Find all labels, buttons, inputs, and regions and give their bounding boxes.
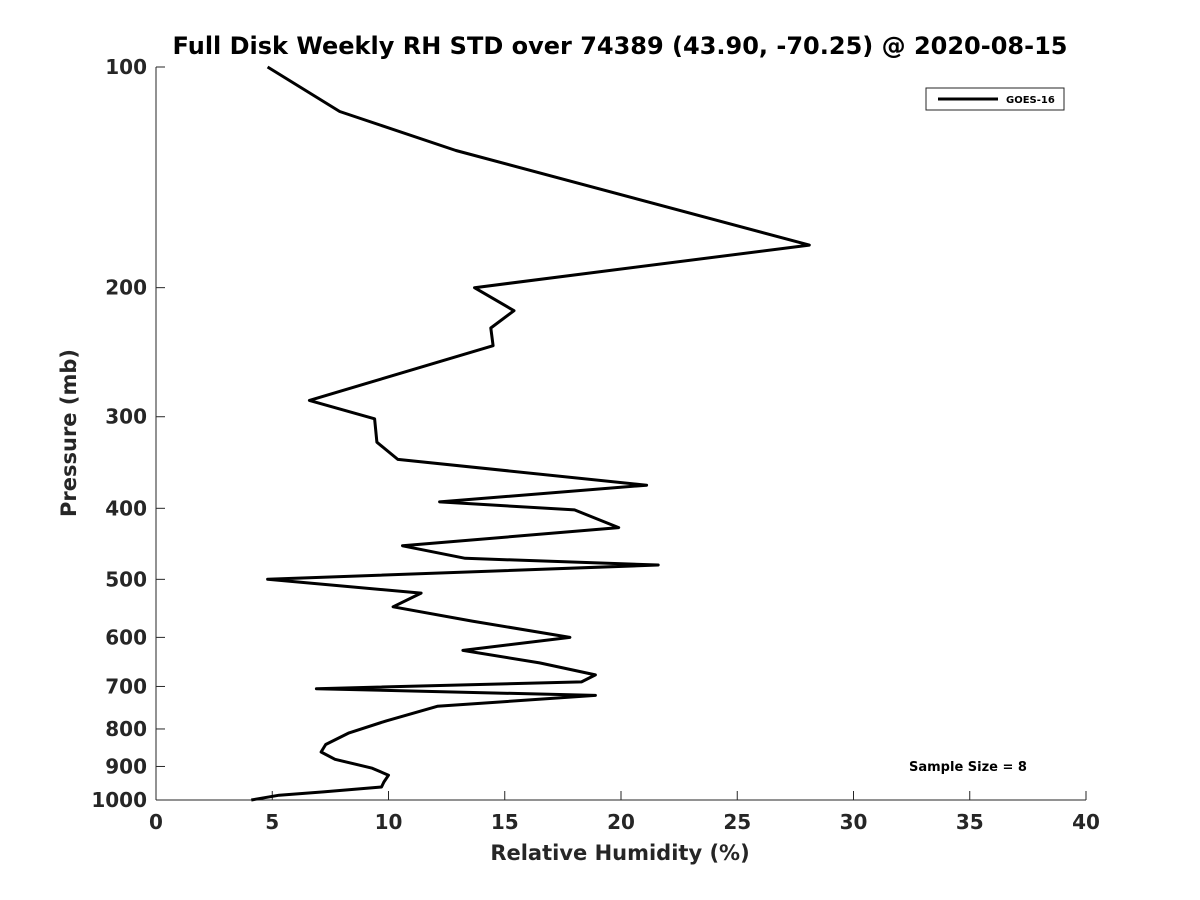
- y-tick-label: 800: [105, 717, 147, 741]
- x-tick-label: 5: [265, 810, 279, 834]
- y-tick-label: 400: [105, 496, 147, 520]
- x-tick-label: 25: [723, 810, 751, 834]
- y-tick-label: 500: [105, 567, 147, 591]
- chart-title: Full Disk Weekly RH STD over 74389 (43.9…: [173, 32, 1068, 60]
- x-tick-label: 30: [840, 810, 868, 834]
- x-axis-label: Relative Humidity (%): [490, 841, 749, 865]
- legend: GOES-16: [925, 87, 1065, 111]
- y-axis-label: Pressure (mb): [57, 349, 81, 517]
- x-tick-label: 35: [956, 810, 984, 834]
- x-axis-ticks: 0 5 10 15 20 25 30 35 40: [149, 791, 1100, 834]
- series-layer: [251, 65, 811, 802]
- x-tick-label: 15: [491, 810, 519, 834]
- y-axis-ticks: 100 200 300 400 500 600 700 800 900 1000: [91, 55, 165, 812]
- y-tick-label: 1000: [91, 788, 147, 812]
- y-tick-label: 600: [105, 625, 147, 649]
- x-tick-label: 10: [375, 810, 403, 834]
- y-tick-label: 200: [105, 276, 147, 300]
- x-tick-label: 40: [1072, 810, 1100, 834]
- x-tick-label: 20: [607, 810, 635, 834]
- series-line-goes-16: [251, 65, 811, 802]
- y-tick-label: 100: [105, 55, 147, 79]
- y-tick-label: 300: [105, 405, 147, 429]
- x-tick-label: 0: [149, 810, 163, 834]
- y-tick-label: 900: [105, 754, 147, 778]
- sample-size-annotation: Sample Size = 8: [909, 760, 1027, 775]
- legend-label-goes-16: GOES-16: [1006, 95, 1055, 106]
- y-tick-label: 700: [105, 674, 147, 698]
